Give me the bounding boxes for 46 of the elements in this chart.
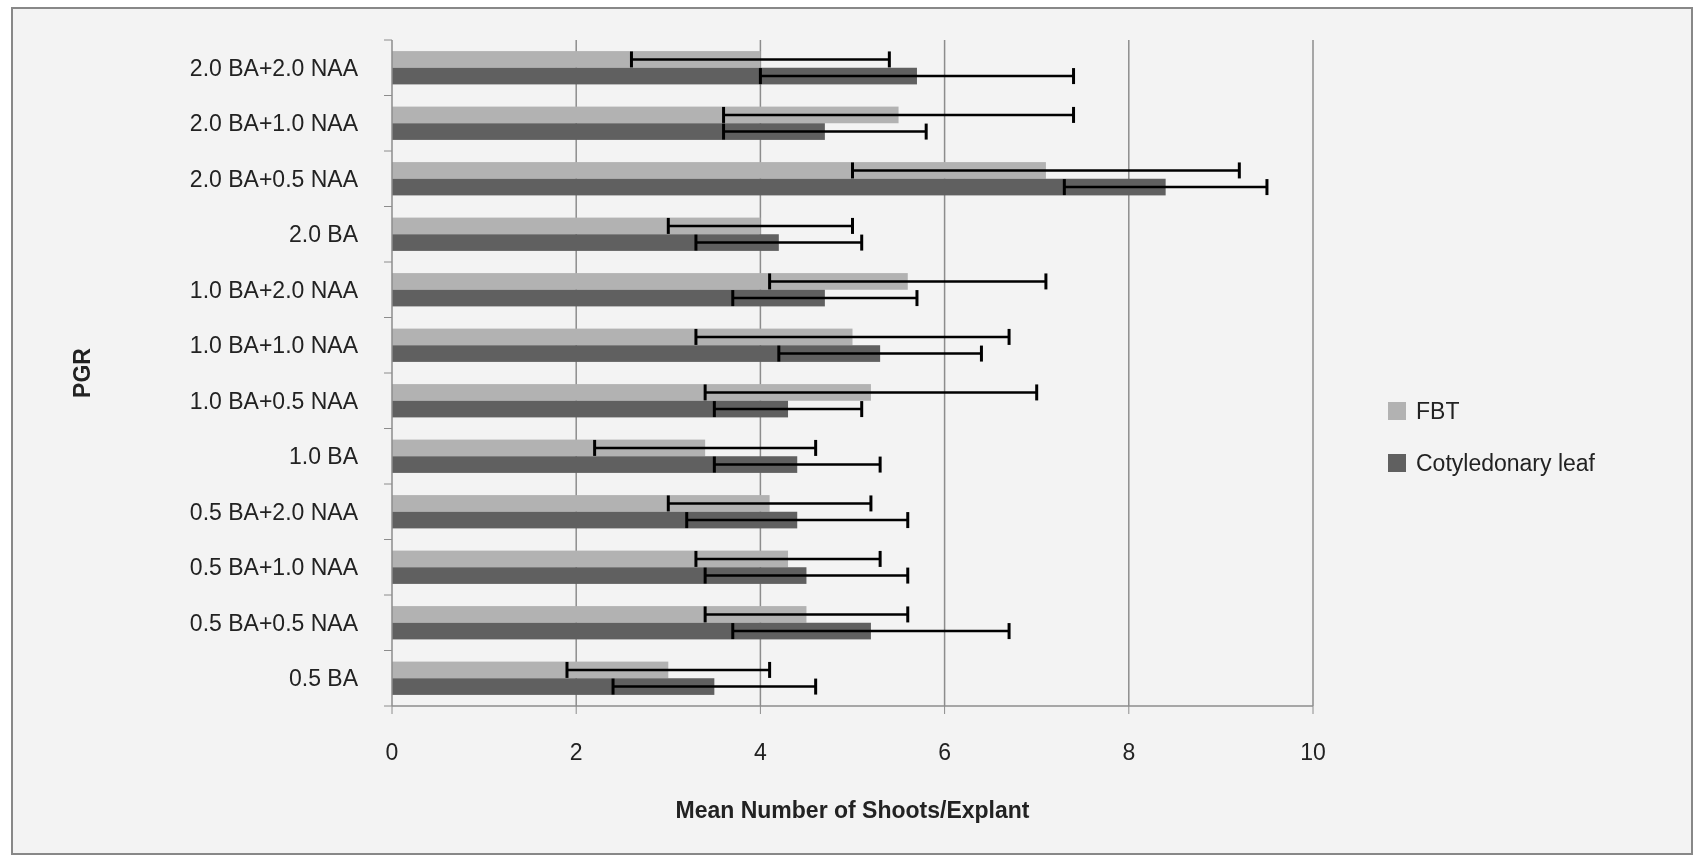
x-tick-label: 10 bbox=[1300, 739, 1326, 765]
bar bbox=[392, 106, 899, 124]
y-tick-label: 1.0 BA+1.0 NAA bbox=[189, 332, 359, 359]
y-tick-label: 1.0 BA+2.0 NAA bbox=[189, 276, 359, 303]
x-tick-label: 4 bbox=[754, 739, 767, 765]
bar bbox=[392, 606, 807, 623]
bar bbox=[392, 400, 789, 418]
bar bbox=[392, 273, 908, 290]
bar bbox=[392, 289, 825, 307]
legend-label: Cotyledonary leaf bbox=[1416, 450, 1596, 476]
x-tick-label: 6 bbox=[938, 739, 951, 765]
bar bbox=[392, 345, 881, 362]
y-tick-label: 1.0 BA+0.5 NAA bbox=[189, 387, 359, 414]
bar bbox=[392, 567, 807, 584]
bar bbox=[392, 384, 871, 401]
bar bbox=[392, 123, 825, 140]
bar bbox=[392, 439, 706, 457]
bar bbox=[392, 67, 917, 85]
bar bbox=[392, 661, 669, 679]
x-tick-label: 2 bbox=[569, 739, 583, 765]
bar bbox=[392, 162, 1046, 179]
bar bbox=[392, 495, 770, 512]
y-tick-label: 0.5 BA+1.0 NAA bbox=[189, 554, 359, 581]
bar bbox=[392, 217, 761, 235]
x-tick-label: 0 bbox=[385, 739, 399, 765]
y-tick-label: 2.0 BA+1.0 NAA bbox=[189, 110, 359, 137]
bar bbox=[392, 456, 798, 473]
y-axis-title: PGR bbox=[69, 347, 95, 398]
bar bbox=[392, 678, 715, 695]
legend-label: FBT bbox=[1416, 398, 1460, 424]
bar bbox=[392, 511, 798, 529]
x-tick-label: 8 bbox=[1122, 739, 1136, 765]
bar bbox=[392, 622, 871, 640]
bar bbox=[392, 234, 779, 251]
y-tick-label: 0.5 BA+0.5 NAA bbox=[189, 609, 359, 636]
y-tick-label: 1.0 BA bbox=[288, 443, 359, 470]
bar bbox=[392, 328, 853, 346]
bar bbox=[392, 178, 1166, 196]
y-tick-label: 0.5 BA bbox=[288, 665, 359, 692]
y-tick-label: 2.0 BA bbox=[288, 221, 359, 248]
y-tick-label: 2.0 BA+0.5 NAA bbox=[189, 165, 359, 192]
bar bbox=[392, 550, 789, 568]
x-axis-title: Mean Number of Shoots/Explant bbox=[675, 797, 1030, 823]
bar bbox=[392, 51, 761, 68]
y-tick-label: 0.5 BA+2.0 NAA bbox=[189, 498, 359, 525]
y-tick-label: 2.0 BA+2.0 NAA bbox=[189, 54, 359, 81]
